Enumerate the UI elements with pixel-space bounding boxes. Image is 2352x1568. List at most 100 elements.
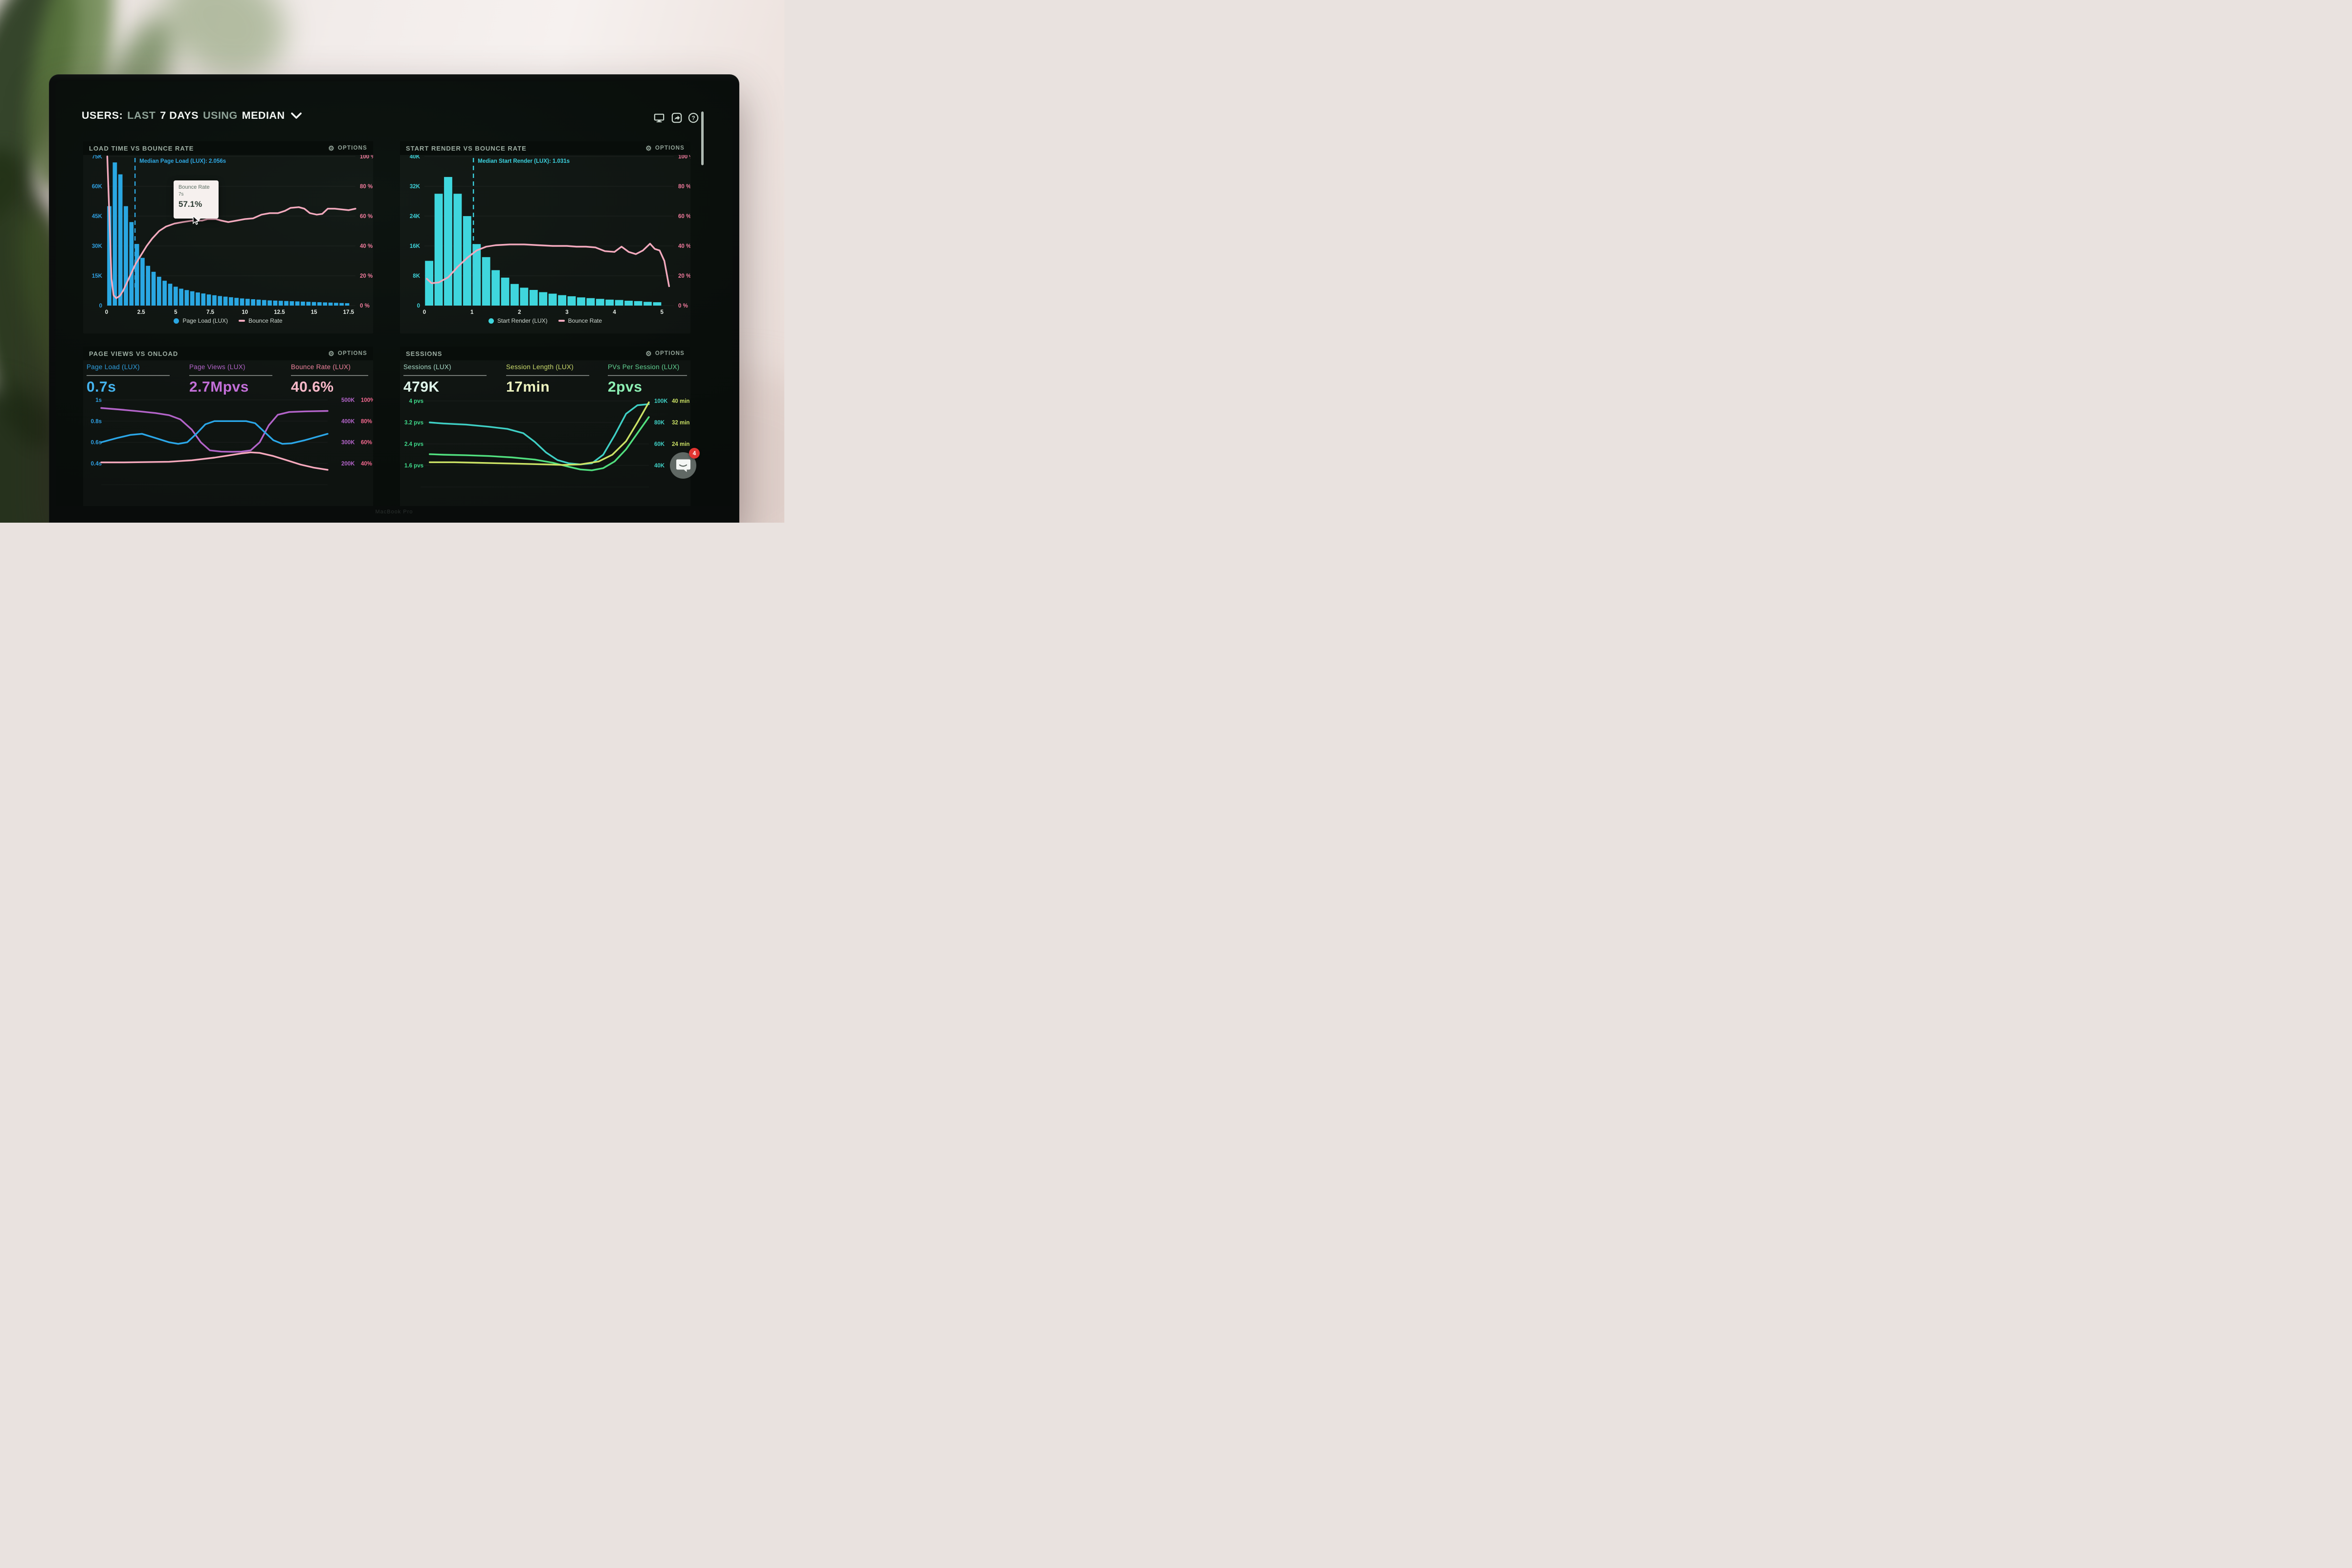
histogram-bar[interactable] (206, 294, 211, 306)
histogram-bar[interactable] (317, 302, 322, 306)
histogram-bar[interactable] (124, 206, 128, 306)
histogram-bar[interactable] (146, 265, 151, 306)
histogram-bar[interactable] (295, 301, 300, 306)
histogram-bar[interactable] (596, 299, 604, 306)
metric-divider (608, 375, 687, 376)
histogram-bar[interactable] (333, 303, 338, 306)
histogram-bar[interactable] (586, 298, 595, 306)
histogram-bar[interactable] (168, 284, 173, 306)
histogram-bar[interactable] (472, 244, 481, 306)
gear-icon: ⚙ (645, 350, 652, 357)
legend-item[interactable]: Bounce Rate (558, 317, 602, 324)
panel-header: SESSIONS ⚙ OPTIONS (400, 347, 690, 360)
help-icon[interactable]: ? (688, 112, 699, 123)
histogram-bar[interactable] (444, 177, 452, 306)
histogram-bar[interactable] (301, 301, 305, 306)
histogram-bar[interactable] (482, 257, 490, 306)
histogram-bar[interactable] (218, 296, 222, 306)
histogram-bar[interactable] (251, 299, 255, 306)
histogram-bar[interactable] (529, 289, 538, 306)
histogram-bar[interactable] (539, 292, 548, 306)
options-button[interactable]: ⚙ OPTIONS (328, 350, 367, 357)
photo-of-laptop-dashboard: MacBook Pro USERS: LAST 7 DAYS USING MEDIAN … (0, 0, 784, 523)
histogram-bar[interactable] (267, 300, 272, 306)
histogram-bar[interactable] (140, 258, 145, 306)
histogram-bar[interactable] (151, 271, 156, 306)
histogram-bar[interactable] (134, 243, 139, 306)
options-button[interactable]: ⚙ OPTIONS (328, 145, 367, 152)
histogram-bar[interactable] (157, 277, 161, 306)
histogram-bar[interactable] (212, 295, 217, 306)
scrollbar-thumb[interactable] (701, 111, 704, 165)
histogram-bar[interactable] (558, 295, 567, 306)
histogram-bar[interactable] (653, 302, 662, 306)
histogram-bar[interactable] (345, 303, 350, 306)
left-axis-label: 32K (410, 184, 421, 190)
histogram-bar[interactable] (615, 300, 623, 306)
left-axis-label: 15K (92, 273, 103, 279)
histogram-bar[interactable] (179, 288, 183, 306)
histogram-bar[interactable] (240, 298, 244, 306)
histogram-bar[interactable] (634, 301, 643, 306)
histogram-bar[interactable] (311, 302, 316, 306)
histogram-bar[interactable] (107, 206, 111, 306)
histogram-bar[interactable] (453, 194, 462, 306)
series-line (429, 416, 650, 471)
histogram-bar[interactable] (425, 261, 434, 306)
histogram-bar[interactable] (463, 216, 471, 306)
histogram-bar[interactable] (173, 287, 178, 306)
histogram-bar[interactable] (273, 300, 278, 306)
options-button[interactable]: ⚙ OPTIONS (645, 350, 685, 357)
histogram-bar[interactable] (510, 284, 519, 306)
metric-label: Session Length (LUX) (506, 363, 574, 371)
histogram-bar[interactable] (112, 162, 117, 306)
series-line (429, 401, 650, 466)
histogram-bar[interactable] (162, 281, 167, 306)
histogram-bar[interactable] (223, 296, 228, 306)
histogram-bar[interactable] (577, 297, 585, 306)
histogram-bar[interactable] (491, 270, 500, 306)
right-axis-label: 20 % (360, 273, 373, 279)
histogram-bar[interactable] (184, 290, 189, 306)
histogram-bar[interactable] (501, 277, 510, 306)
notification-badge: 4 (689, 448, 700, 459)
histogram-bar[interactable] (323, 302, 328, 306)
legend-item[interactable]: Page Load (LUX) (174, 317, 228, 324)
histogram-bar[interactable] (567, 296, 576, 306)
histogram-bar[interactable] (201, 293, 206, 306)
histogram-bar[interactable] (520, 287, 529, 306)
histogram-bar[interactable] (339, 303, 344, 306)
page-title[interactable]: USERS: LAST 7 DAYS USING MEDIAN (82, 108, 302, 123)
histogram-bar[interactable] (328, 302, 333, 306)
x-axis-label: 10 (242, 309, 248, 315)
histogram-bar[interactable] (245, 299, 250, 306)
histogram-bar[interactable] (190, 291, 195, 306)
histogram-bar[interactable] (434, 194, 443, 306)
histogram-bar[interactable] (118, 174, 123, 306)
legend-item[interactable]: Start Render (LUX) (488, 317, 548, 324)
chevron-down-icon[interactable] (291, 112, 302, 120)
histogram-bar[interactable] (289, 301, 294, 306)
histogram-bar[interactable] (196, 292, 200, 306)
histogram-bar[interactable] (284, 301, 288, 306)
histogram-bar[interactable] (306, 302, 311, 306)
histogram-bar[interactable] (548, 293, 557, 306)
legend-item[interactable]: Bounce Rate (239, 317, 283, 324)
options-button[interactable]: ⚙ OPTIONS (645, 145, 685, 152)
legend-dot-marker (174, 318, 179, 324)
metric-value: 479K (403, 379, 440, 395)
options-label: OPTIONS (655, 145, 685, 151)
histogram-bar[interactable] (229, 297, 233, 306)
histogram-bar[interactable] (256, 299, 261, 306)
display-icon[interactable] (654, 112, 665, 123)
histogram-bar[interactable] (234, 298, 239, 306)
histogram-bar[interactable] (278, 301, 283, 306)
share-icon[interactable] (671, 112, 682, 123)
histogram-bar[interactable] (129, 222, 134, 306)
legend-dash-marker (239, 320, 245, 322)
histogram-bar[interactable] (643, 302, 652, 306)
left-axis-label: 40K (410, 155, 421, 160)
histogram-bar[interactable] (624, 301, 633, 306)
histogram-bar[interactable] (605, 299, 614, 306)
histogram-bar[interactable] (262, 300, 266, 306)
